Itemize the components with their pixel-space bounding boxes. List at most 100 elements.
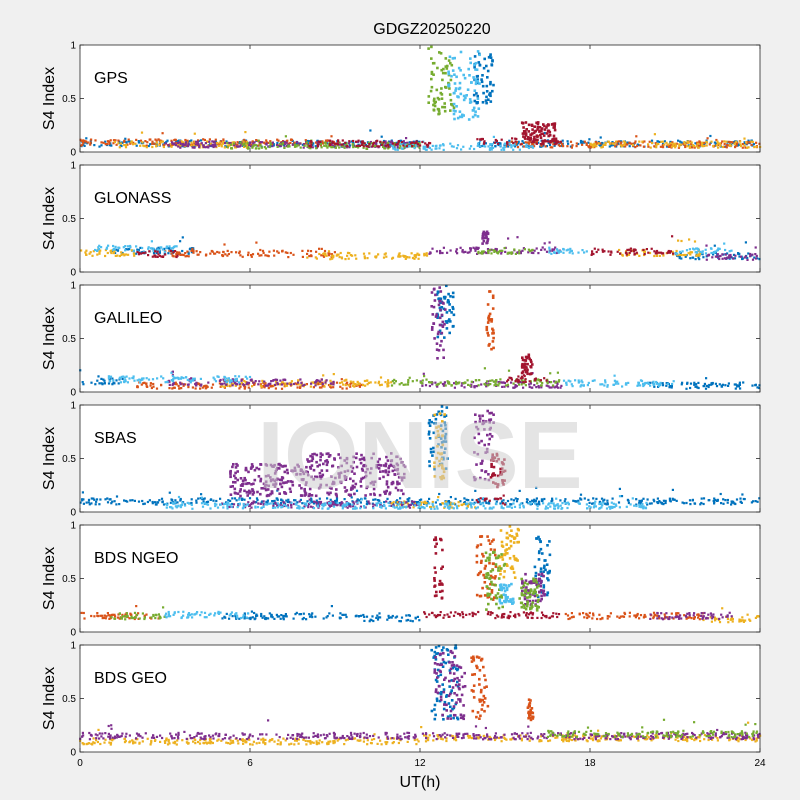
data-point bbox=[292, 253, 295, 256]
data-point bbox=[512, 141, 515, 144]
data-point bbox=[476, 97, 480, 100]
data-point bbox=[445, 67, 449, 70]
data-point bbox=[695, 254, 699, 257]
data-point bbox=[488, 290, 492, 293]
data-point bbox=[283, 481, 286, 484]
data-point bbox=[310, 382, 313, 385]
data-point bbox=[512, 502, 515, 505]
data-point bbox=[485, 84, 489, 88]
data-point bbox=[521, 358, 525, 362]
data-point bbox=[195, 381, 198, 384]
data-point bbox=[310, 505, 313, 508]
data-point bbox=[536, 138, 539, 141]
data-point bbox=[266, 499, 269, 502]
data-point bbox=[274, 470, 278, 473]
data-point bbox=[641, 140, 644, 143]
data-point bbox=[284, 464, 287, 468]
data-point bbox=[337, 466, 340, 469]
data-point bbox=[304, 492, 308, 495]
data-point bbox=[90, 138, 93, 141]
data-point bbox=[547, 134, 550, 138]
data-point bbox=[456, 252, 459, 255]
data-point bbox=[139, 139, 143, 142]
data-point bbox=[229, 485, 233, 488]
data-point bbox=[165, 140, 168, 144]
data-point bbox=[146, 141, 149, 144]
data-point bbox=[172, 383, 175, 386]
data-point bbox=[352, 146, 355, 149]
data-point bbox=[491, 340, 495, 343]
data-point bbox=[440, 306, 444, 309]
data-point bbox=[432, 73, 435, 76]
data-point bbox=[146, 500, 149, 504]
data-point bbox=[300, 381, 303, 385]
data-point bbox=[330, 504, 333, 507]
data-point bbox=[661, 144, 664, 147]
data-point bbox=[522, 506, 525, 509]
data-point bbox=[223, 146, 226, 149]
data-point bbox=[479, 462, 483, 465]
data-point bbox=[453, 91, 456, 95]
data-point bbox=[527, 353, 531, 357]
data-point bbox=[226, 501, 229, 505]
data-point bbox=[502, 499, 505, 502]
data-point bbox=[226, 503, 229, 506]
data-point bbox=[446, 504, 449, 507]
data-point bbox=[341, 143, 344, 146]
data-point bbox=[387, 145, 390, 148]
data-point bbox=[443, 437, 447, 440]
data-point bbox=[636, 144, 639, 148]
data-point bbox=[618, 506, 621, 509]
data-point bbox=[85, 140, 88, 143]
data-point bbox=[441, 251, 444, 255]
data-point bbox=[159, 246, 162, 249]
data-point bbox=[349, 385, 352, 388]
data-point bbox=[272, 483, 275, 486]
data-point bbox=[427, 144, 430, 147]
data-point bbox=[107, 382, 111, 385]
data-point bbox=[417, 501, 420, 504]
data-point bbox=[510, 140, 513, 143]
data-point bbox=[339, 251, 342, 255]
data-point bbox=[324, 460, 327, 463]
data-point bbox=[171, 249, 175, 252]
data-point bbox=[453, 382, 456, 385]
data-point bbox=[107, 375, 110, 378]
data-point bbox=[157, 253, 160, 256]
data-point bbox=[204, 254, 208, 257]
data-point bbox=[229, 493, 233, 496]
data-point bbox=[436, 499, 439, 502]
data-point bbox=[444, 447, 447, 450]
data-point bbox=[185, 254, 189, 258]
data-point bbox=[281, 141, 284, 144]
data-point bbox=[328, 141, 332, 144]
data-point bbox=[245, 491, 249, 494]
data-point bbox=[329, 139, 332, 142]
data-point bbox=[348, 140, 351, 143]
data-point bbox=[281, 505, 284, 508]
data-point bbox=[688, 145, 691, 148]
data-point bbox=[490, 507, 494, 510]
data-point bbox=[440, 331, 444, 335]
data-point bbox=[312, 386, 315, 389]
data-point bbox=[610, 250, 613, 253]
data-point bbox=[378, 499, 381, 502]
data-point bbox=[738, 255, 741, 258]
data-point bbox=[251, 253, 255, 256]
figure-title: GDGZ20250220 bbox=[373, 21, 491, 38]
data-point bbox=[534, 129, 538, 133]
data-point bbox=[490, 320, 493, 323]
data-point bbox=[452, 106, 456, 109]
data-point bbox=[468, 74, 471, 77]
data-point bbox=[471, 498, 474, 501]
data-point bbox=[330, 146, 333, 149]
data-point bbox=[653, 145, 656, 148]
data-point bbox=[283, 140, 286, 144]
data-point bbox=[327, 493, 331, 496]
data-point bbox=[658, 140, 661, 143]
data-point bbox=[443, 435, 447, 438]
data-point bbox=[457, 504, 460, 507]
data-point bbox=[151, 500, 154, 504]
data-point bbox=[615, 140, 618, 143]
data-point bbox=[524, 145, 527, 148]
